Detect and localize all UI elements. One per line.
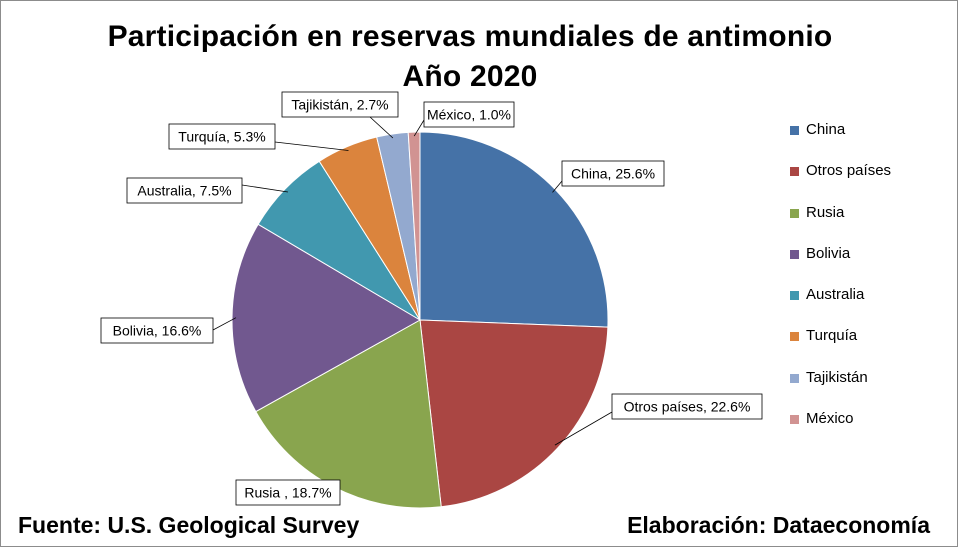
source-note: Fuente: U.S. Geological Survey — [18, 512, 360, 538]
legend-label-australia: Australia — [806, 286, 865, 304]
data-label-box-china — [561, 160, 665, 187]
leader-lines — [212, 116, 613, 485]
data-label-china: China, 25.6% — [571, 166, 655, 182]
slice-otros-paises — [419, 319, 609, 508]
slice-bolivia — [231, 223, 422, 413]
data-label-box-australia — [126, 177, 243, 204]
leader-otros-paises — [554, 411, 613, 446]
leader-china — [552, 180, 563, 193]
legend-swatch-china — [790, 126, 799, 135]
legend-swatch-australia — [790, 291, 799, 301]
legend-swatch-rusia — [790, 208, 799, 218]
chart-title: Participación en reservas mundiales de a… — [107, 20, 833, 53]
data-labels: China, 25.6% Otros países, 22.6% Rusia , 1… — [100, 91, 763, 506]
leader-mexico — [413, 119, 425, 137]
data-label-box-tajikistan — [281, 91, 399, 118]
data-label-box-turquia — [168, 123, 276, 150]
slice-mexico — [407, 131, 421, 321]
data-label-tajikistan: Tajikistán, 2.7% — [291, 97, 388, 113]
data-label-bolivia: Bolivia, 16.6% — [113, 323, 202, 339]
leader-australia — [241, 184, 288, 193]
legend-swatch-otros-paises — [790, 167, 799, 177]
pie-slices — [231, 131, 609, 509]
data-label-box-mexico — [423, 101, 515, 128]
legend-swatch-mexico — [790, 415, 799, 425]
data-label-box-otros-paises — [611, 393, 763, 420]
data-label-turquia: Turquía, 5.3% — [178, 129, 265, 145]
leader-turquia — [274, 141, 349, 151]
legend-label-turquia: Turquía — [806, 327, 858, 345]
leader-tajikistan — [369, 116, 394, 139]
legend-swatch-tajikistan — [790, 373, 799, 383]
data-label-mexico: México, 1.0% — [427, 107, 511, 123]
legend-swatch-turquia — [790, 332, 799, 342]
data-label-australia: Australia, 7.5% — [137, 183, 231, 199]
credit-note: Elaboración: Dataeconomía — [627, 512, 930, 538]
data-label-rusia: Rusia , 18.7% — [244, 485, 331, 501]
data-label-otros-paises: Otros países, 22.6% — [624, 399, 751, 415]
legend-label-bolivia: Bolivia — [806, 244, 851, 262]
leader-bolivia — [212, 317, 237, 331]
legend-label-otros-paises: Otros países — [806, 162, 892, 180]
chart-subtitle: Año 2020 — [402, 60, 538, 93]
legend-label-mexico: México — [806, 410, 854, 428]
slice-china — [419, 131, 609, 328]
data-label-box-bolivia — [100, 317, 214, 344]
legend-label-china: China — [806, 121, 846, 138]
legend-swatch-bolivia — [790, 249, 799, 259]
legend-label-tajikistan: Tajikistán — [806, 368, 868, 386]
legend-label-rusia: Rusia — [806, 203, 845, 221]
data-label-box-rusia — [235, 479, 341, 506]
